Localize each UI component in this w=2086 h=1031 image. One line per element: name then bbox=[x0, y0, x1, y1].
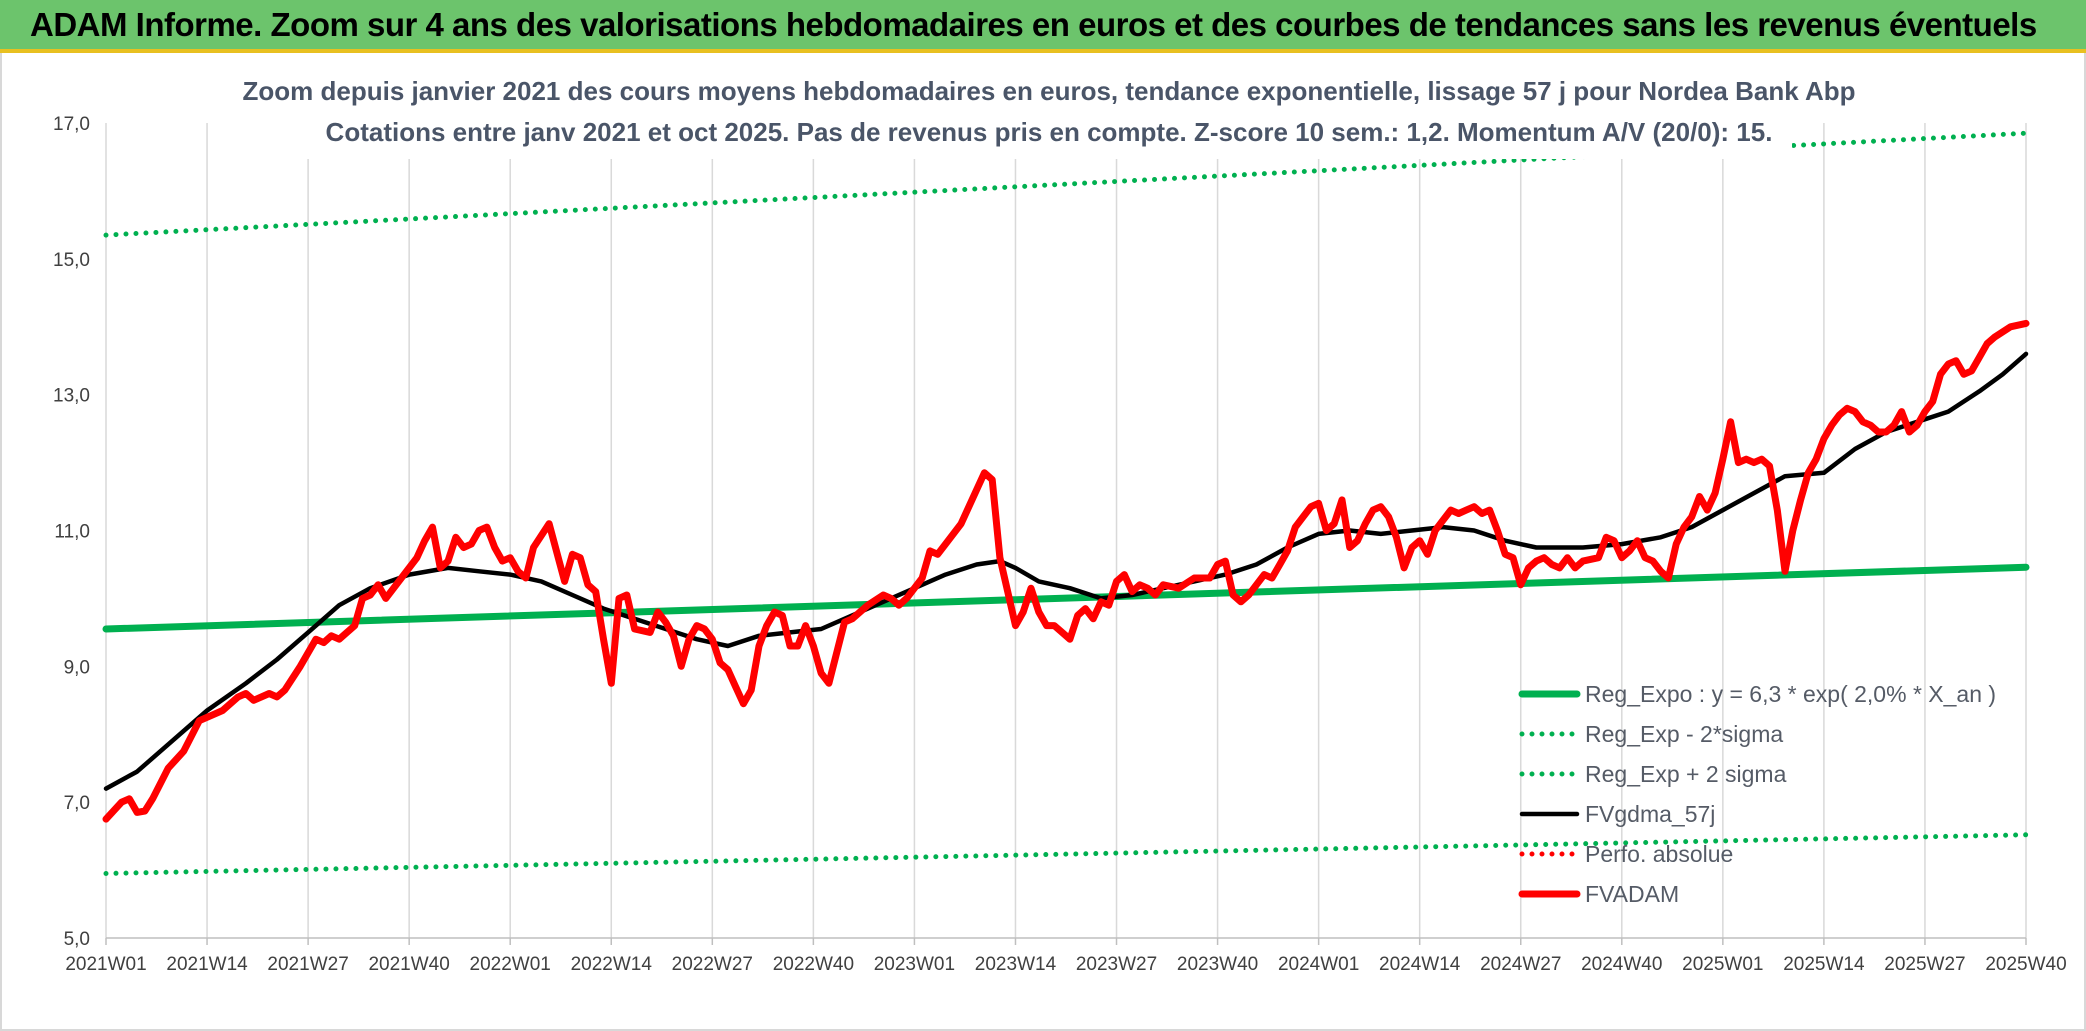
y-tick-label: 9,0 bbox=[64, 657, 90, 678]
x-tick-label: 2025W01 bbox=[1682, 954, 1763, 975]
x-tick-label: 2022W27 bbox=[672, 954, 753, 975]
legend: Reg_Expo : y = 6,3 * exp( 2,0% * X_an ) R… bbox=[1518, 681, 1996, 907]
legend-label: Reg_Exp - 2*sigma bbox=[1585, 721, 1783, 747]
x-tick-label: 2021W27 bbox=[267, 954, 348, 975]
x-tick-label: 2022W01 bbox=[470, 954, 551, 975]
y-tick-label: 11,0 bbox=[54, 522, 90, 543]
x-tick-label: 2025W40 bbox=[1985, 954, 2066, 975]
x-tick-label: 2021W14 bbox=[166, 954, 248, 975]
legend-label: FVgdma_57j bbox=[1585, 801, 1715, 827]
legend-label: FVADAM bbox=[1585, 881, 1679, 907]
legend-label: Perfo. absolue bbox=[1585, 841, 1733, 867]
grid-layer bbox=[105, 123, 2027, 938]
chart-frame: 2021W01 2021W14 2021W27 2021W40 2022W01 2022W… bbox=[0, 53, 2086, 1031]
axis-layer: 2021W01 2021W14 2021W27 2021W40 2022W01 2022W… bbox=[53, 114, 2067, 975]
y-tick-label: 15,0 bbox=[53, 250, 90, 271]
page-title: ADAM Informe. Zoom sur 4 ans des valoris… bbox=[30, 6, 2037, 43]
chart-subtitle: Cotations entre janv 2021 et oct 2025. P… bbox=[326, 117, 1773, 147]
y-tick-label: 13,0 bbox=[53, 386, 90, 407]
x-tick-label: 2021W40 bbox=[368, 954, 449, 975]
chart-title: Zoom depuis janvier 2021 des cours moyen… bbox=[243, 76, 1856, 106]
title-background bbox=[307, 55, 1792, 159]
legend-label: Reg_Exp + 2 sigma bbox=[1585, 761, 1787, 787]
x-tick-label: 2024W14 bbox=[1379, 954, 1461, 975]
series-layer bbox=[102, 130, 2030, 876]
header-banner: ADAM Informe. Zoom sur 4 ans des valoris… bbox=[0, 0, 2086, 53]
x-tick-label: 2024W27 bbox=[1480, 954, 1561, 975]
series-line-fvgdma57j bbox=[103, 351, 2029, 791]
x-tick-label: 2024W01 bbox=[1278, 954, 1359, 975]
x-tick-label: 2022W40 bbox=[773, 954, 854, 975]
y-tick-label: 17,0 bbox=[53, 114, 90, 135]
x-tick-label: 2023W14 bbox=[975, 954, 1057, 975]
x-tick-label: 2025W27 bbox=[1884, 954, 1965, 975]
chart-svg: 2021W01 2021W14 2021W27 2021W40 2022W01 2022W… bbox=[53, 55, 2067, 975]
y-tick-label: 7,0 bbox=[64, 793, 90, 814]
x-tick-label: 2024W40 bbox=[1581, 954, 1662, 975]
x-tick-label: 2022W14 bbox=[571, 954, 653, 975]
series-line-regexp bbox=[103, 832, 2029, 876]
x-tick-label: 2023W27 bbox=[1076, 954, 1157, 975]
x-tick-label: 2023W01 bbox=[874, 954, 955, 975]
x-tick-label: 2021W01 bbox=[65, 954, 146, 975]
legend-label: Reg_Expo : y = 6,3 * exp( 2,0% * X_an ) bbox=[1585, 681, 1996, 707]
y-tick-label: 5,0 bbox=[64, 929, 90, 950]
x-tick-label: 2025W14 bbox=[1783, 954, 1865, 975]
series-line-fvadam bbox=[102, 319, 2030, 823]
x-tick-label: 2023W40 bbox=[1177, 954, 1258, 975]
series-line-regexpo bbox=[102, 563, 2030, 633]
